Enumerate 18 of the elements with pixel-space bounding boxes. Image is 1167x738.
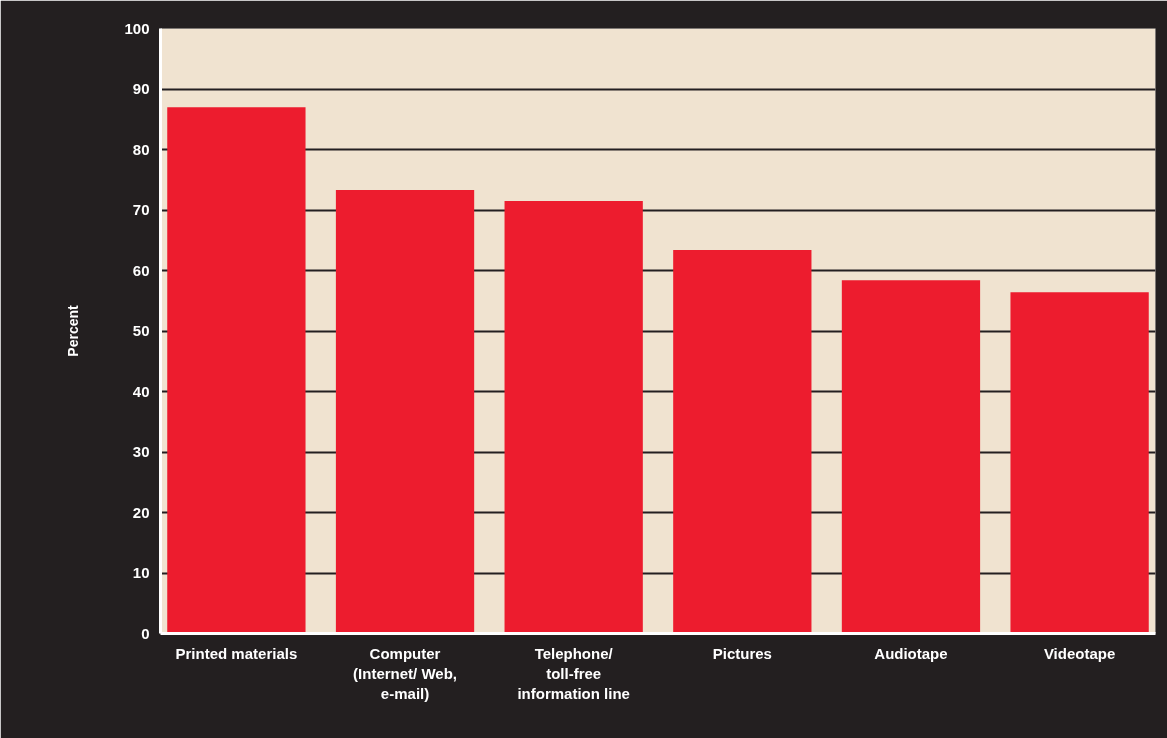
y-tick-label: 40 xyxy=(132,382,150,400)
y-tick-label: 20 xyxy=(132,503,150,521)
x-tick-label: Printed materials xyxy=(175,644,298,662)
y-tick-label: 0 xyxy=(141,624,150,642)
y-tick-label: 10 xyxy=(132,564,150,581)
y-tick-label: 100 xyxy=(124,19,150,37)
y-tick-label: 90 xyxy=(132,80,150,97)
y-tick-label: 70 xyxy=(132,201,150,218)
y-axis-title: Percent xyxy=(65,304,82,357)
y-tick-label: 50 xyxy=(132,322,150,339)
x-tick-label: Videotape xyxy=(1043,644,1116,662)
y-tick-label: 30 xyxy=(132,443,150,460)
x-tick-label: Telephone/ toll-free information line xyxy=(517,644,630,703)
x-tick-label: Audiotape xyxy=(874,644,948,662)
y-tick-label: 60 xyxy=(132,261,150,279)
y-tick-label: 80 xyxy=(132,140,150,158)
x-tick-label: Pictures xyxy=(712,644,772,662)
x-tick-label: Computer (Internet/ Web, e-mail) xyxy=(353,644,457,703)
